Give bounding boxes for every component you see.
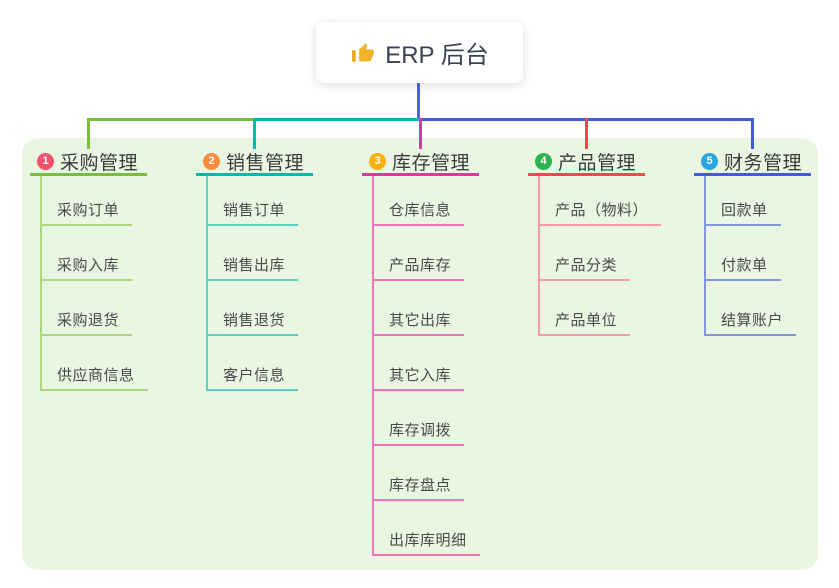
connector-drop xyxy=(585,118,588,149)
child-topic[interactable]: 库存盘点 xyxy=(372,446,465,501)
child-topic[interactable]: 其它入库 xyxy=(372,336,465,391)
child-topic[interactable]: 产品库存 xyxy=(372,226,465,281)
branch-topic[interactable]: 3 库存管理 xyxy=(362,150,479,176)
child-topic[interactable]: 销售退货 xyxy=(206,281,299,336)
branch-finance: 5 财务管理 回款单 付款单 结算账户 xyxy=(694,150,811,336)
connector-drop xyxy=(87,118,90,149)
branch-topic[interactable]: 5 财务管理 xyxy=(694,150,811,176)
branch-children: 回款单 付款单 结算账户 xyxy=(694,171,811,336)
branch-children: 采购订单 采购入库 采购退货 供应商信息 xyxy=(30,171,148,391)
child-topic[interactable]: 付款单 xyxy=(704,226,781,281)
branch-number-badge: 3 xyxy=(369,153,386,170)
branch-topic-label: 销售管理 xyxy=(226,153,305,174)
branch-number-badge: 4 xyxy=(535,153,552,170)
child-topic[interactable]: 产品（物料） xyxy=(538,171,662,226)
branch-topic-label: 库存管理 xyxy=(392,153,471,174)
branch-purchase: 1 采购管理 采购订单 采购入库 采购退货 供应商信息 xyxy=(30,150,148,391)
branch-product: 4 产品管理 产品（物料） 产品分类 产品单位 xyxy=(528,150,662,336)
connector-rail-segment xyxy=(254,118,419,121)
child-topic[interactable]: 产品分类 xyxy=(538,226,631,281)
branch-topic[interactable]: 2 销售管理 xyxy=(196,150,313,176)
child-topic[interactable]: 采购退货 xyxy=(40,281,133,336)
child-topic[interactable]: 销售订单 xyxy=(206,171,299,226)
connector-drop xyxy=(751,118,754,149)
connector-drop xyxy=(253,118,256,149)
branch-number-badge: 2 xyxy=(203,153,220,170)
child-topic[interactable]: 其它出库 xyxy=(372,281,465,336)
child-topic[interactable]: 客户信息 xyxy=(206,336,299,391)
connector-trunk xyxy=(417,83,420,121)
connector-drop xyxy=(419,118,422,149)
child-topic[interactable]: 仓库信息 xyxy=(372,171,465,226)
branch-topic-label: 财务管理 xyxy=(724,153,803,174)
child-topic[interactable]: 采购入库 xyxy=(40,226,133,281)
child-topic[interactable]: 销售出库 xyxy=(206,226,299,281)
branch-number-badge: 1 xyxy=(37,153,54,170)
branch-topic[interactable]: 4 产品管理 xyxy=(528,150,645,176)
branch-children: 产品（物料） 产品分类 产品单位 xyxy=(528,171,662,336)
root-node[interactable]: ERP 后台 xyxy=(316,22,523,83)
branch-inventory: 3 库存管理 仓库信息 产品库存 其它出库 其它入库 库存调拨 库存盘点 出库库… xyxy=(362,150,480,556)
connector-rail-segment xyxy=(87,118,254,121)
branch-children: 仓库信息 产品库存 其它出库 其它入库 库存调拨 库存盘点 出库库明细 xyxy=(362,171,480,556)
branch-sales: 2 销售管理 销售订单 销售出库 销售退货 客户信息 xyxy=(196,150,313,391)
child-topic[interactable]: 采购订单 xyxy=(40,171,133,226)
root-title: ERP 后台 xyxy=(385,42,489,69)
child-topic[interactable]: 供应商信息 xyxy=(40,336,148,391)
branch-topic-label: 产品管理 xyxy=(558,153,637,174)
branch-children: 销售订单 销售出库 销售退货 客户信息 xyxy=(196,171,313,391)
thumbs-up-icon xyxy=(350,40,376,66)
child-topic[interactable]: 出库库明细 xyxy=(372,501,480,556)
branch-topic[interactable]: 1 采购管理 xyxy=(30,150,147,176)
branch-number-badge: 5 xyxy=(701,153,718,170)
child-topic[interactable]: 结算账户 xyxy=(704,281,797,336)
child-topic[interactable]: 产品单位 xyxy=(538,281,631,336)
branch-topic-label: 采购管理 xyxy=(60,153,139,174)
child-topic[interactable]: 回款单 xyxy=(704,171,781,226)
child-topic[interactable]: 库存调拨 xyxy=(372,391,465,446)
branches-background-panel xyxy=(22,138,818,570)
